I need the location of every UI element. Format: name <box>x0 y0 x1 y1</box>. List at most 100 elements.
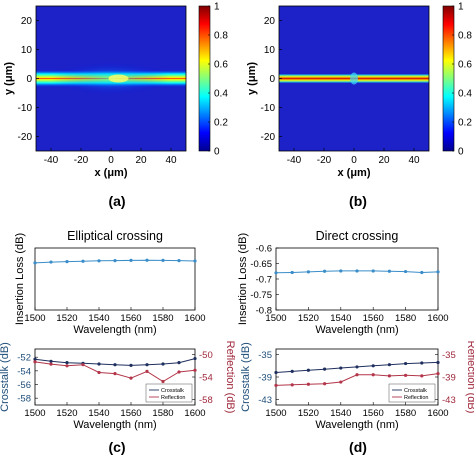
data-point <box>193 368 197 372</box>
data-point <box>306 382 310 386</box>
y-right-tick-label: -35 <box>442 350 456 361</box>
y-right-tick-label: -54 <box>199 373 213 384</box>
heatmap-b: -40 -20 0 20 40 20 10 0 -10 -20 x (μm) y (μm) 1 0.8 0.… <box>246 2 472 180</box>
x-tick-label: 40 <box>408 155 420 166</box>
x-tick-label: 1540 <box>330 313 351 324</box>
data-point <box>145 258 149 262</box>
x-tick-label: 1580 <box>152 408 173 419</box>
colorbar-tick-label: 0.4 <box>458 89 472 100</box>
y-right-tick-label: -58 <box>199 395 213 406</box>
y-tick-label: -20 <box>18 132 33 143</box>
data-point <box>274 370 278 375</box>
data-point <box>161 379 165 384</box>
data-point <box>177 361 181 365</box>
x-tick-label: -40 <box>287 155 302 166</box>
y-right-tick-label: -50 <box>199 350 213 361</box>
y-tick-label: 10 <box>264 45 276 56</box>
x-axis-label: Wavelength (nm) <box>73 419 156 431</box>
data-point <box>177 259 181 263</box>
data-point <box>339 366 343 370</box>
x-tick-label: 1540 <box>88 408 109 419</box>
x-tick-label: 20 <box>135 155 147 166</box>
chart-c-bottom: 1500 1520 1540 1560 1580 1600 Wavelength (nm) -… <box>0 341 236 431</box>
y-axis-label: y (μm) <box>246 62 258 95</box>
y-axis-label: y (μm) <box>3 62 15 95</box>
data-point <box>65 361 69 365</box>
y-axis-label: Crosstalk (dB) <box>0 342 11 412</box>
data-point <box>323 269 327 273</box>
data-point <box>371 269 375 273</box>
colorbar-tick-label: 0.6 <box>214 60 228 71</box>
data-point <box>339 380 343 384</box>
data-point <box>113 259 117 263</box>
panel-label: (d) <box>349 439 367 455</box>
y-tick-label: -10 <box>18 103 33 114</box>
y-tick-label: -20 <box>261 132 276 143</box>
data-point <box>339 269 343 273</box>
y-axis-label: Insertion Loss (dB) <box>237 233 249 325</box>
x-tick-label: 1520 <box>56 313 77 324</box>
x-tick-label: 1600 <box>427 313 448 324</box>
data-point <box>404 269 408 274</box>
chart-title: Direct crossing <box>316 229 399 243</box>
x-tick-label: 1580 <box>395 408 416 419</box>
y-tick-label: 10 <box>21 45 33 56</box>
data-point <box>193 356 197 361</box>
colorbar <box>198 5 211 152</box>
y-tick-label: -54 <box>17 366 31 377</box>
data-point <box>371 364 375 368</box>
legend-label: Reflection <box>404 395 428 401</box>
data-point <box>404 361 408 366</box>
data-point <box>436 372 440 376</box>
x-tick-label: 1520 <box>298 408 319 419</box>
x-tick-label: -20 <box>74 155 89 166</box>
data-point <box>113 363 117 367</box>
data-point <box>371 373 375 377</box>
y-tick-label: -43 <box>258 395 272 406</box>
data-point <box>145 363 149 367</box>
data-point <box>420 374 424 378</box>
colorbar-tick-label: 0 <box>458 147 464 158</box>
data-point <box>49 359 53 363</box>
data-point <box>33 261 37 265</box>
colorbar-tick-label: 1 <box>458 2 464 13</box>
data-point <box>113 372 117 376</box>
data-point <box>274 271 278 275</box>
x-axis-label: Wavelength (nm) <box>315 324 398 336</box>
y-tick-label: 20 <box>264 16 276 27</box>
data-point <box>33 357 37 361</box>
y-tick-label: -56 <box>17 380 31 391</box>
chart-c-top: Elliptical crossing 1500 1520 1540 1560 1580 1… <box>14 229 206 336</box>
y-tick-label: 20 <box>21 16 33 27</box>
data-point <box>355 373 359 377</box>
colorbar-tick-label: 0.8 <box>214 31 228 42</box>
data-point <box>97 362 101 366</box>
data-point <box>290 270 294 275</box>
x-tick-label: 1560 <box>363 313 384 324</box>
data-point <box>49 362 53 366</box>
heatmap-a: -40 -20 0 20 40 20 10 0 -10 -20 x (μm) y (μm) 1 0.8 0.… <box>3 2 228 180</box>
data-point <box>129 363 133 367</box>
x-tick-label: -40 <box>44 155 59 166</box>
y-axis-label: Insertion Loss (dB) <box>14 233 26 325</box>
y-tick-label: 0 <box>26 74 32 85</box>
y-axis-label: Crosstalk (dB) <box>240 342 252 412</box>
x-axis-label: Wavelength (nm) <box>73 324 156 336</box>
colorbar-tick-label: 0.2 <box>458 118 472 129</box>
x-tick-label: 1560 <box>120 408 141 419</box>
data-point <box>323 367 327 371</box>
panel-label: (b) <box>349 193 367 209</box>
chart-d-bottom: 1500 1520 1540 1560 1580 1600 Wavelength (nm) -… <box>240 341 474 431</box>
data-point <box>97 259 101 263</box>
data-point <box>65 260 69 264</box>
x-tick-label: 1580 <box>395 313 416 324</box>
legend-label: Reflection <box>161 395 185 401</box>
colorbar-tick-label: 0.8 <box>458 31 472 42</box>
legend-box <box>388 383 436 403</box>
data-point <box>81 363 85 367</box>
data-point <box>129 258 133 262</box>
data-point <box>420 270 424 275</box>
data-point <box>193 259 197 263</box>
x-tick-label: 1540 <box>88 313 109 324</box>
data-point <box>97 370 101 375</box>
